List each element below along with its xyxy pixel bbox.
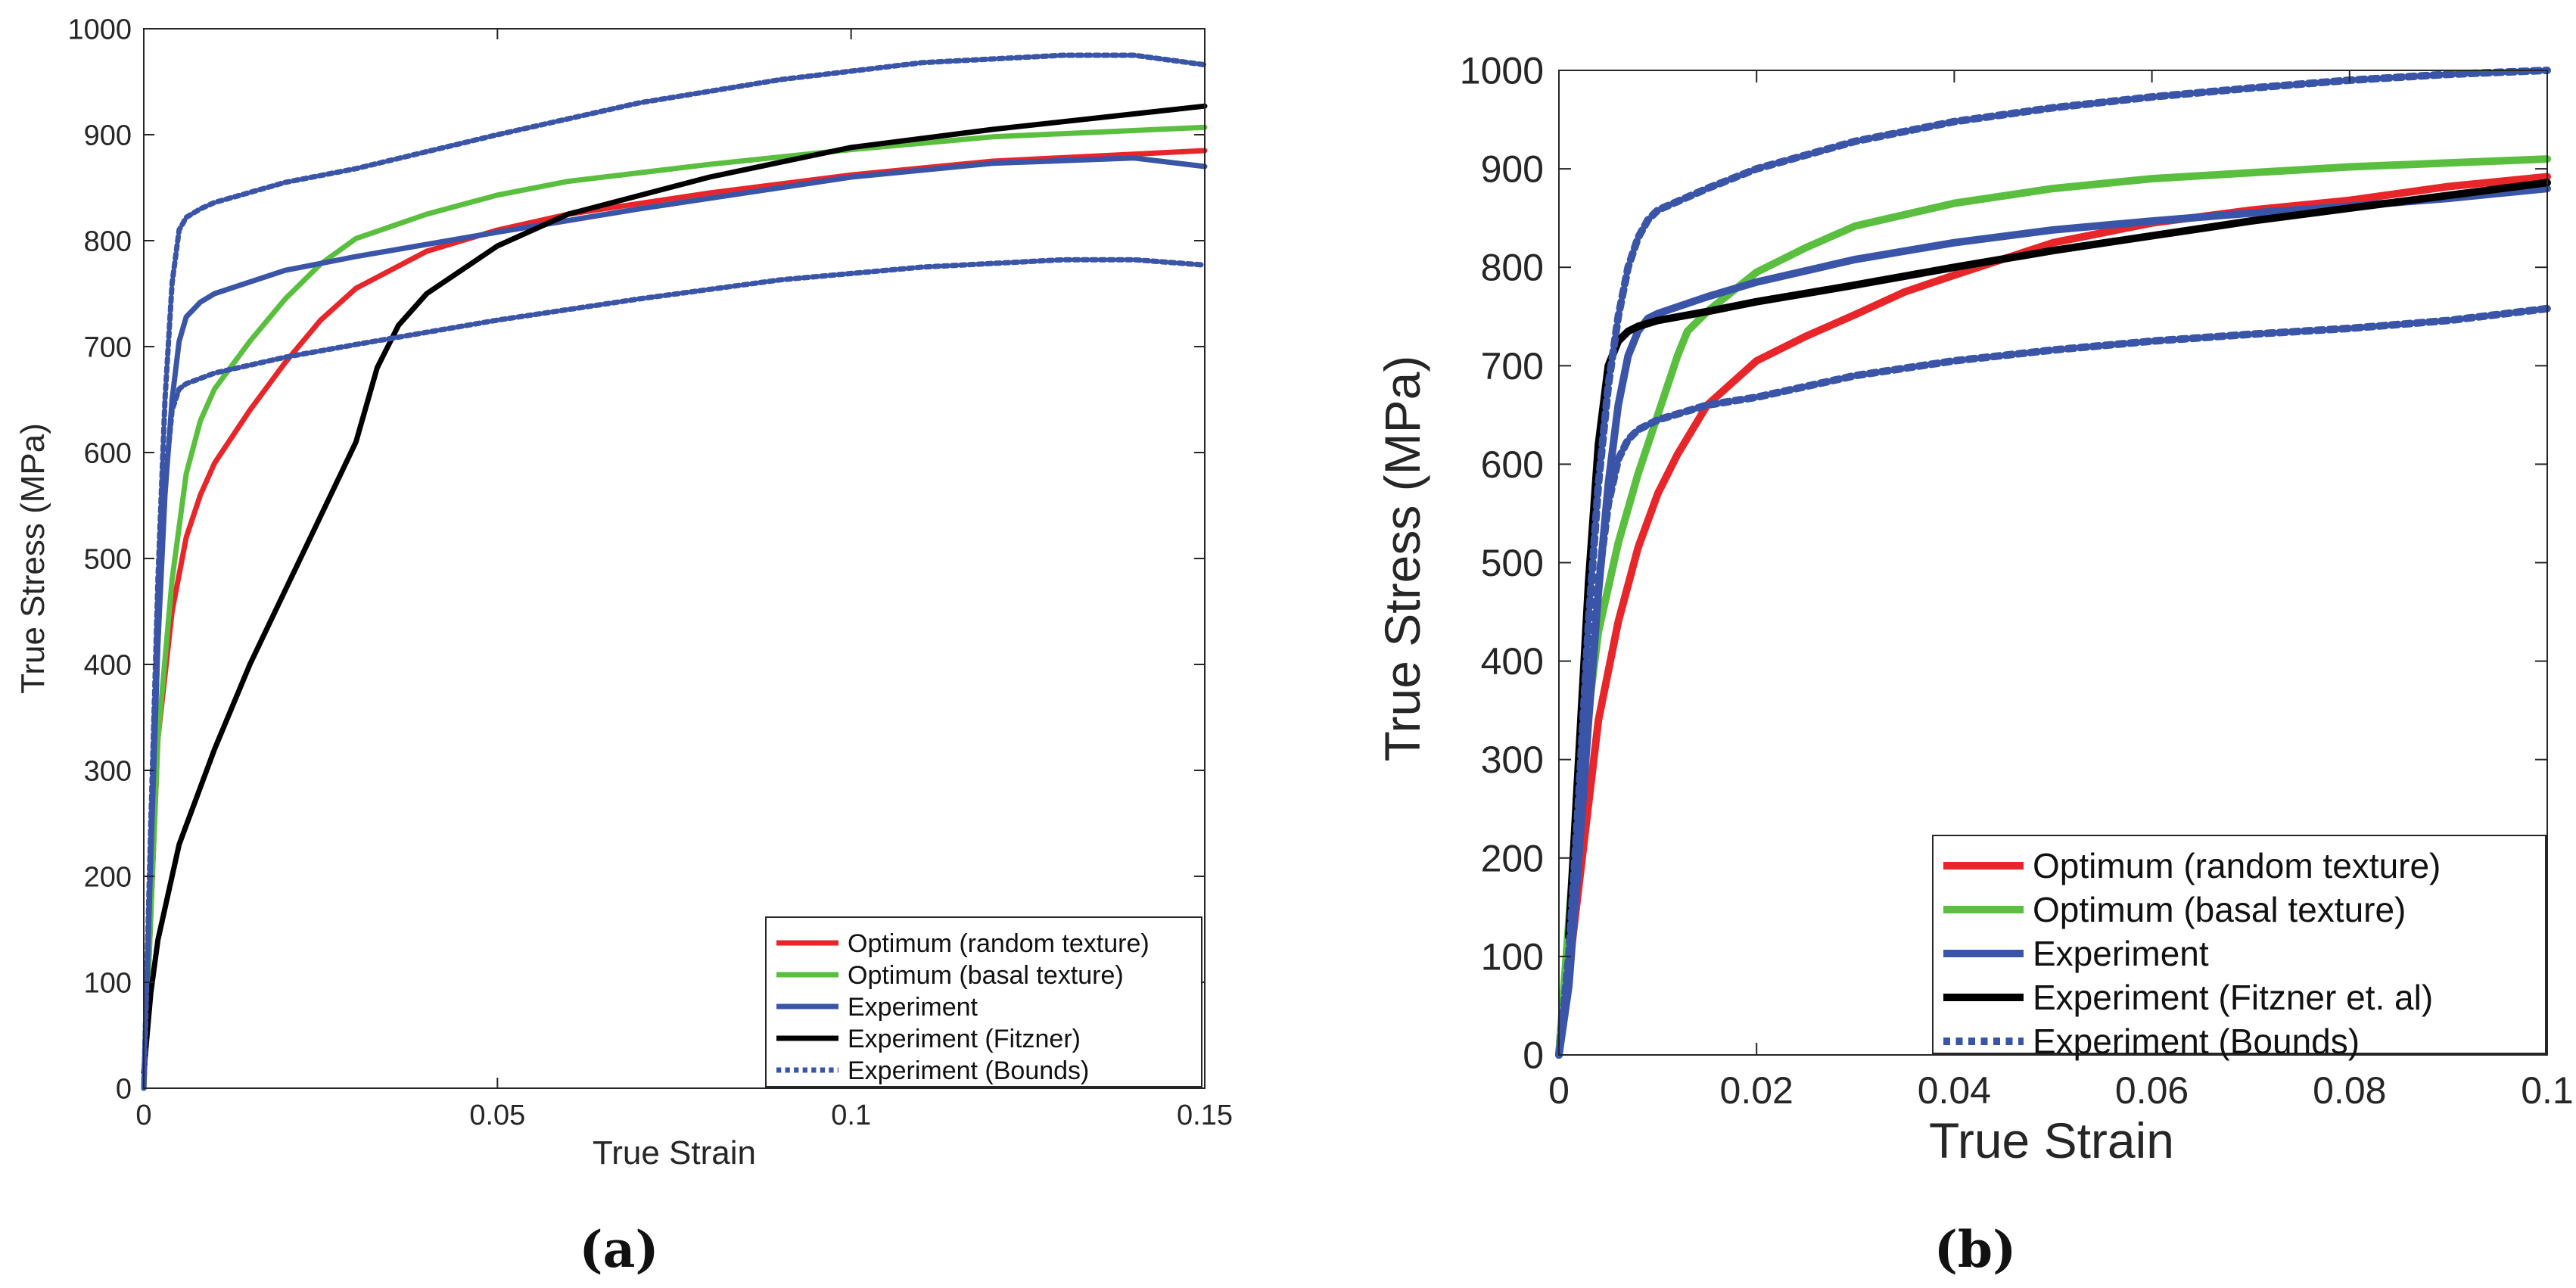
chart-a-series-3 (141, 103, 1208, 1075)
chart-b-y-tick-label: 400 (1481, 640, 1544, 683)
chart-a-y-tick-label: 500 (84, 543, 132, 575)
chart-a-y-tick-label: 1000 (67, 14, 132, 45)
chart-b-y-tick-label: 900 (1481, 148, 1544, 191)
chart-a-legend-label: Optimum (basal texture) (848, 961, 1124, 990)
chart-a-y-tick-label: 0 (116, 1073, 132, 1105)
chart-a-y-tick-label: 600 (84, 437, 132, 469)
chart-b-x-tick-label: 0.02 (1720, 1069, 1794, 1112)
chart-b-x-axis-title: True Strain (1929, 1112, 2174, 1168)
chart-a-y-axis-title: True Stress (MPa) (14, 423, 51, 694)
chart-a-y-tick-label: 700 (84, 331, 132, 363)
chart-panel-b: 0 0.02 0.04 0.06 0.08 0.1 0 100 200 300 400 500 600 7… (1374, 50, 2574, 1280)
chart-b-series-1 (1555, 155, 2551, 1059)
chart-b-y-tick-label: 0 (1523, 1034, 1544, 1077)
chart-b-x-tick-label: 0.1 (2521, 1069, 2574, 1112)
chart-a-series-group (141, 52, 1208, 1091)
chart-b-y-tick-label: 1000 (1460, 50, 1544, 92)
chart-a-y-tick-label: 900 (84, 120, 132, 151)
chart-b-y-axis-title: True Stress (MPa) (1374, 356, 1430, 762)
chart-a-x-tick-label: 0 (135, 1100, 151, 1131)
chart-b-y-tick-label: 700 (1481, 345, 1544, 387)
chart-b-series-5-dotted (1555, 67, 2551, 1059)
chart-b-y-tick-label: 600 (1481, 443, 1544, 486)
chart-b-legend-label: Optimum (random texture) (2033, 846, 2441, 885)
chart-b-x-tick-label: 0.08 (2313, 1069, 2386, 1112)
chart-b-series-group (1555, 67, 2551, 1059)
chart-b-legend-label: Experiment (Fitzner et. al) (2033, 978, 2433, 1017)
chart-a-y-tick-label: 400 (84, 649, 132, 681)
chart-b-legend: Optimum (random texture) Optimum (basal t… (1932, 835, 2546, 1061)
chart-b-y-tick-label: 300 (1481, 739, 1544, 781)
chart-a-y-tick-label: 300 (84, 755, 132, 787)
panel-label-a: (a) (579, 1220, 658, 1279)
chart-a-legend-label: Experiment (Bounds) (848, 1056, 1089, 1085)
chart-a-x-tick-label: 0.05 (469, 1100, 525, 1131)
chart-b-y-tick-label: 800 (1481, 247, 1544, 289)
chart-b-legend-box (1932, 835, 2546, 1054)
chart-a-legend-label: Experiment (Fitzner) (848, 1025, 1081, 1053)
chart-b-y-tick-label: 500 (1481, 542, 1544, 584)
chart-b-y-tick-label: 200 (1481, 837, 1544, 879)
chart-a-series-0 (141, 148, 1208, 1091)
chart-b-legend-label: Experiment (Bounds) (2033, 1022, 2360, 1061)
chart-b-x-tick-label: 0 (1548, 1069, 1570, 1112)
chart-a-legend-label: Optimum (random texture) (848, 929, 1150, 958)
chart-b-x-tick-label: 0.06 (2115, 1069, 2189, 1112)
chart-a-y-tick-label: 800 (84, 226, 132, 257)
chart-b-legend-label: Optimum (basal texture) (2033, 890, 2406, 929)
chart-a-series-4-dotted (141, 257, 1208, 1091)
chart-b-legend-label: Experiment (2033, 934, 2209, 973)
chart-a-legend: Optimum (random texture) Optimum (basal t… (765, 916, 1202, 1087)
chart-b-x-tick-label: 0.04 (1918, 1069, 1991, 1112)
chart-a-x-tick-label: 0.1 (831, 1100, 871, 1131)
panel-label-b: (b) (1934, 1220, 2017, 1279)
chart-a-y-tick-label: 200 (84, 861, 132, 893)
chart-a-y-tick-label: 100 (84, 967, 132, 999)
chart-a-x-tick-label: 0.15 (1177, 1100, 1233, 1131)
chart-b-y-tick-label: 100 (1481, 935, 1544, 978)
chart-a-series-5-dotted (141, 52, 1208, 1091)
chart-b-series-4-dotted (1555, 304, 2551, 1059)
chart-a-legend-label: Experiment (848, 993, 978, 1022)
chart-a-x-axis-title: True Strain (593, 1134, 756, 1171)
chart-panel-a: 0 0.05 0.1 0.15 0 100 200 300 400 500 600 700 800 900… (14, 14, 1233, 1279)
